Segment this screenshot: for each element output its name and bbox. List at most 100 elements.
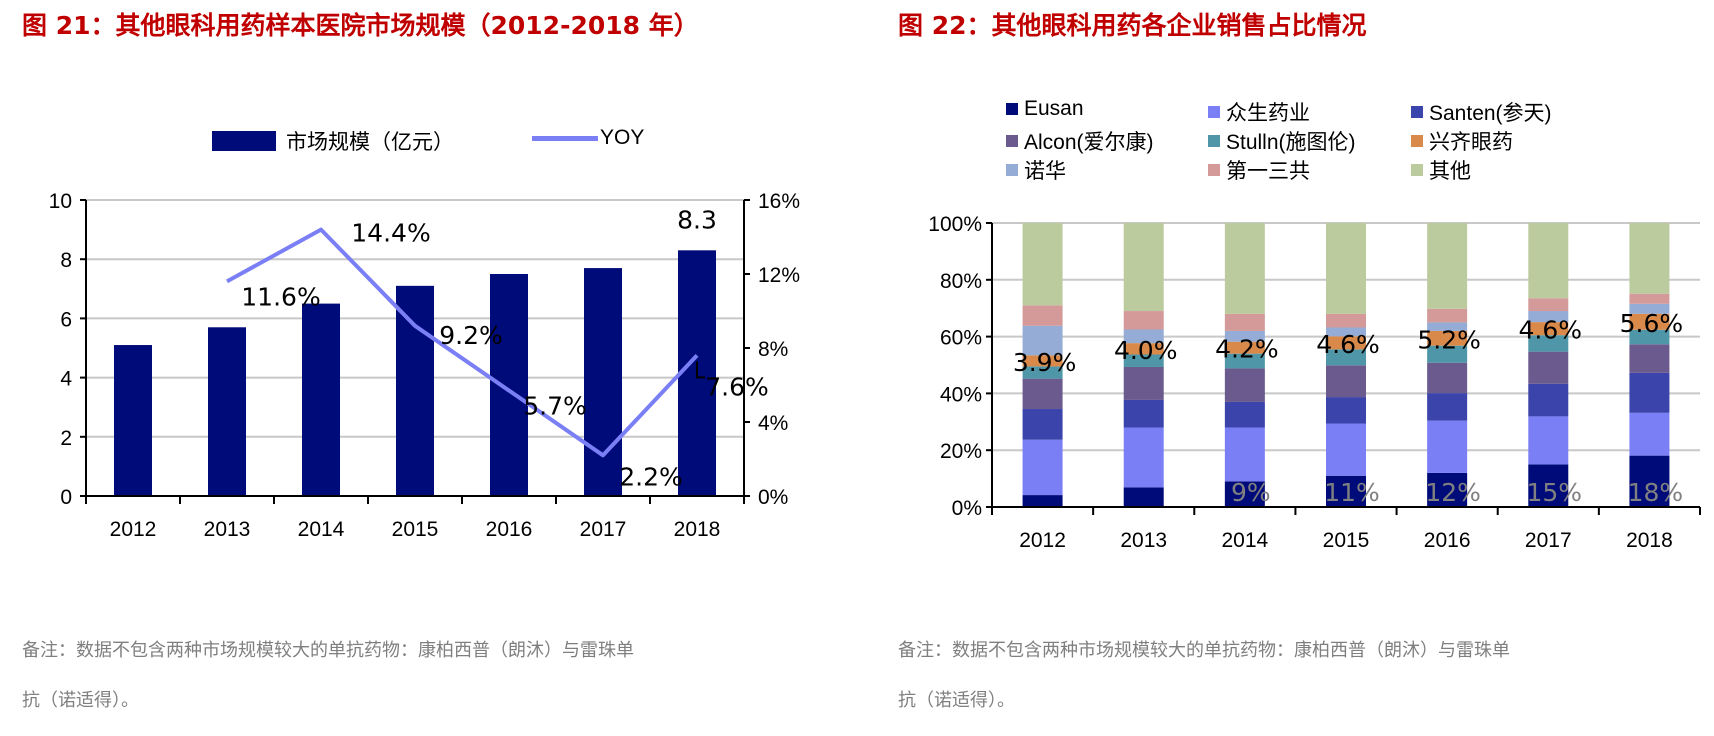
segment-2016	[1427, 472, 1468, 507]
y-tick-label: 20%	[940, 440, 982, 463]
legend-swatch	[1208, 106, 1220, 118]
segment-2012	[1022, 439, 1063, 496]
x-tick-label: 2018	[674, 518, 721, 541]
segment-2017	[1528, 335, 1569, 352]
segment-2013	[1123, 427, 1164, 488]
bar-2014	[302, 303, 340, 496]
legend-swatch-bar	[212, 131, 276, 151]
xingqi-data-label: 4.0%	[1114, 336, 1178, 365]
y-tick-label: 6	[60, 308, 72, 331]
legend-swatch	[1411, 135, 1423, 147]
legend-item: Eusan	[1006, 97, 1084, 121]
legend-swatch	[1411, 164, 1423, 176]
y2-tick-label: 8%	[758, 338, 788, 361]
segment-2018	[1629, 455, 1670, 507]
segment-2015	[1326, 336, 1366, 350]
segment-2017	[1528, 416, 1569, 465]
segment-2013	[1123, 354, 1164, 367]
segment-2012	[1022, 325, 1063, 356]
legend-label: 其他	[1429, 160, 1471, 183]
bar-data-label: 8.3	[677, 205, 717, 234]
legend-item: 兴齐眼药	[1411, 126, 1513, 156]
y-tick-label: 0	[60, 486, 72, 509]
segment-2015	[1326, 423, 1366, 476]
segment-2017	[1528, 322, 1569, 336]
legend-swatch	[1006, 135, 1018, 147]
segment-2017	[1528, 298, 1569, 312]
xingqi-data-label: 5.2%	[1417, 325, 1481, 354]
legend-label: 兴齐眼药	[1429, 131, 1513, 154]
legend-label: YOY	[600, 126, 645, 149]
xingqi-data-label: 3.9%	[1013, 348, 1077, 377]
segment-2014	[1224, 341, 1265, 354]
y-tick-label: 10	[49, 190, 72, 213]
segment-2018	[1629, 293, 1670, 304]
segment-2015	[1326, 397, 1366, 424]
segment-2016	[1427, 308, 1468, 323]
xingqi-data-label: 4.6%	[1316, 330, 1380, 359]
segment-2016	[1427, 322, 1468, 331]
yoy-data-label: 14.4%	[351, 219, 430, 248]
segment-2018	[1629, 223, 1670, 294]
y-tick-label: 4	[60, 368, 72, 391]
segment-2018	[1629, 344, 1670, 373]
segment-2012	[1022, 366, 1063, 379]
segment-2013	[1123, 343, 1164, 355]
segment-2014	[1224, 313, 1265, 331]
left-note: 备注：数据不包含两种市场规模较大的单抗药物：康柏西普（朗沐）与雷珠单 抗（诺适得…	[22, 626, 634, 726]
legend-item: 其他	[1411, 155, 1471, 185]
legend-swatch-line	[532, 135, 598, 141]
note-line: 抗（诺适得）。	[22, 690, 139, 711]
legend-swatch	[1411, 106, 1423, 118]
eusan-data-label: 9%	[1231, 478, 1271, 507]
y-tick-label: 80%	[940, 270, 982, 293]
y2-tick-label: 4%	[758, 412, 788, 435]
segment-2016	[1427, 393, 1468, 421]
segment-2018	[1629, 329, 1670, 345]
yoy-data-label: 7.6%	[705, 372, 769, 401]
legend-label: Santen(参天)	[1429, 102, 1552, 125]
legend-item: 第一三共	[1208, 155, 1310, 185]
segment-2017	[1528, 311, 1569, 323]
eusan-data-label: 12%	[1425, 478, 1481, 507]
segment-2012	[1022, 355, 1063, 367]
eusan-data-label: 15%	[1526, 478, 1582, 507]
segment-2016	[1427, 330, 1468, 346]
leader-line	[696, 361, 705, 379]
x-tick-label: 2016	[1424, 529, 1471, 552]
x-tick-label: 2016	[486, 518, 533, 541]
y2-tick-label: 0%	[758, 486, 788, 509]
segment-2013	[1123, 311, 1164, 330]
y-tick-label: 40%	[940, 383, 982, 406]
legend-label: Eusan	[1024, 97, 1084, 120]
x-tick-label: 2014	[1221, 529, 1268, 552]
x-tick-label: 2018	[1626, 529, 1673, 552]
bar-2016	[490, 274, 528, 496]
segment-2016	[1427, 362, 1468, 394]
x-tick-label: 2017	[580, 518, 627, 541]
segment-2015	[1326, 223, 1366, 314]
legend-swatch	[1208, 135, 1220, 147]
yoy-data-label: 11.6%	[241, 282, 320, 311]
segment-2012	[1022, 409, 1063, 440]
segment-2017	[1528, 383, 1569, 417]
segment-2015	[1326, 475, 1366, 507]
segment-2016	[1427, 223, 1468, 309]
segment-2017	[1528, 464, 1569, 507]
y-tick-label: 0%	[952, 497, 982, 520]
x-tick-label: 2015	[1323, 529, 1370, 552]
right-chart-title: 图 22：其他眼科用药各企业销售占比情况	[898, 11, 1367, 40]
legend-label: 市场规模（亿元）	[286, 131, 454, 154]
segment-2014	[1224, 223, 1265, 314]
segment-2012	[1022, 495, 1063, 507]
segment-2012	[1022, 378, 1063, 410]
y2-tick-label: 16%	[758, 190, 800, 213]
y-tick-label: 2	[60, 427, 72, 450]
y-tick-label: 100%	[928, 213, 982, 236]
segment-2013	[1123, 366, 1164, 400]
segment-2014	[1224, 368, 1265, 402]
note-line: 备注：数据不包含两种市场规模较大的单抗药物：康柏西普（朗沐）与雷珠单	[898, 640, 1510, 661]
segment-2016	[1427, 420, 1468, 473]
